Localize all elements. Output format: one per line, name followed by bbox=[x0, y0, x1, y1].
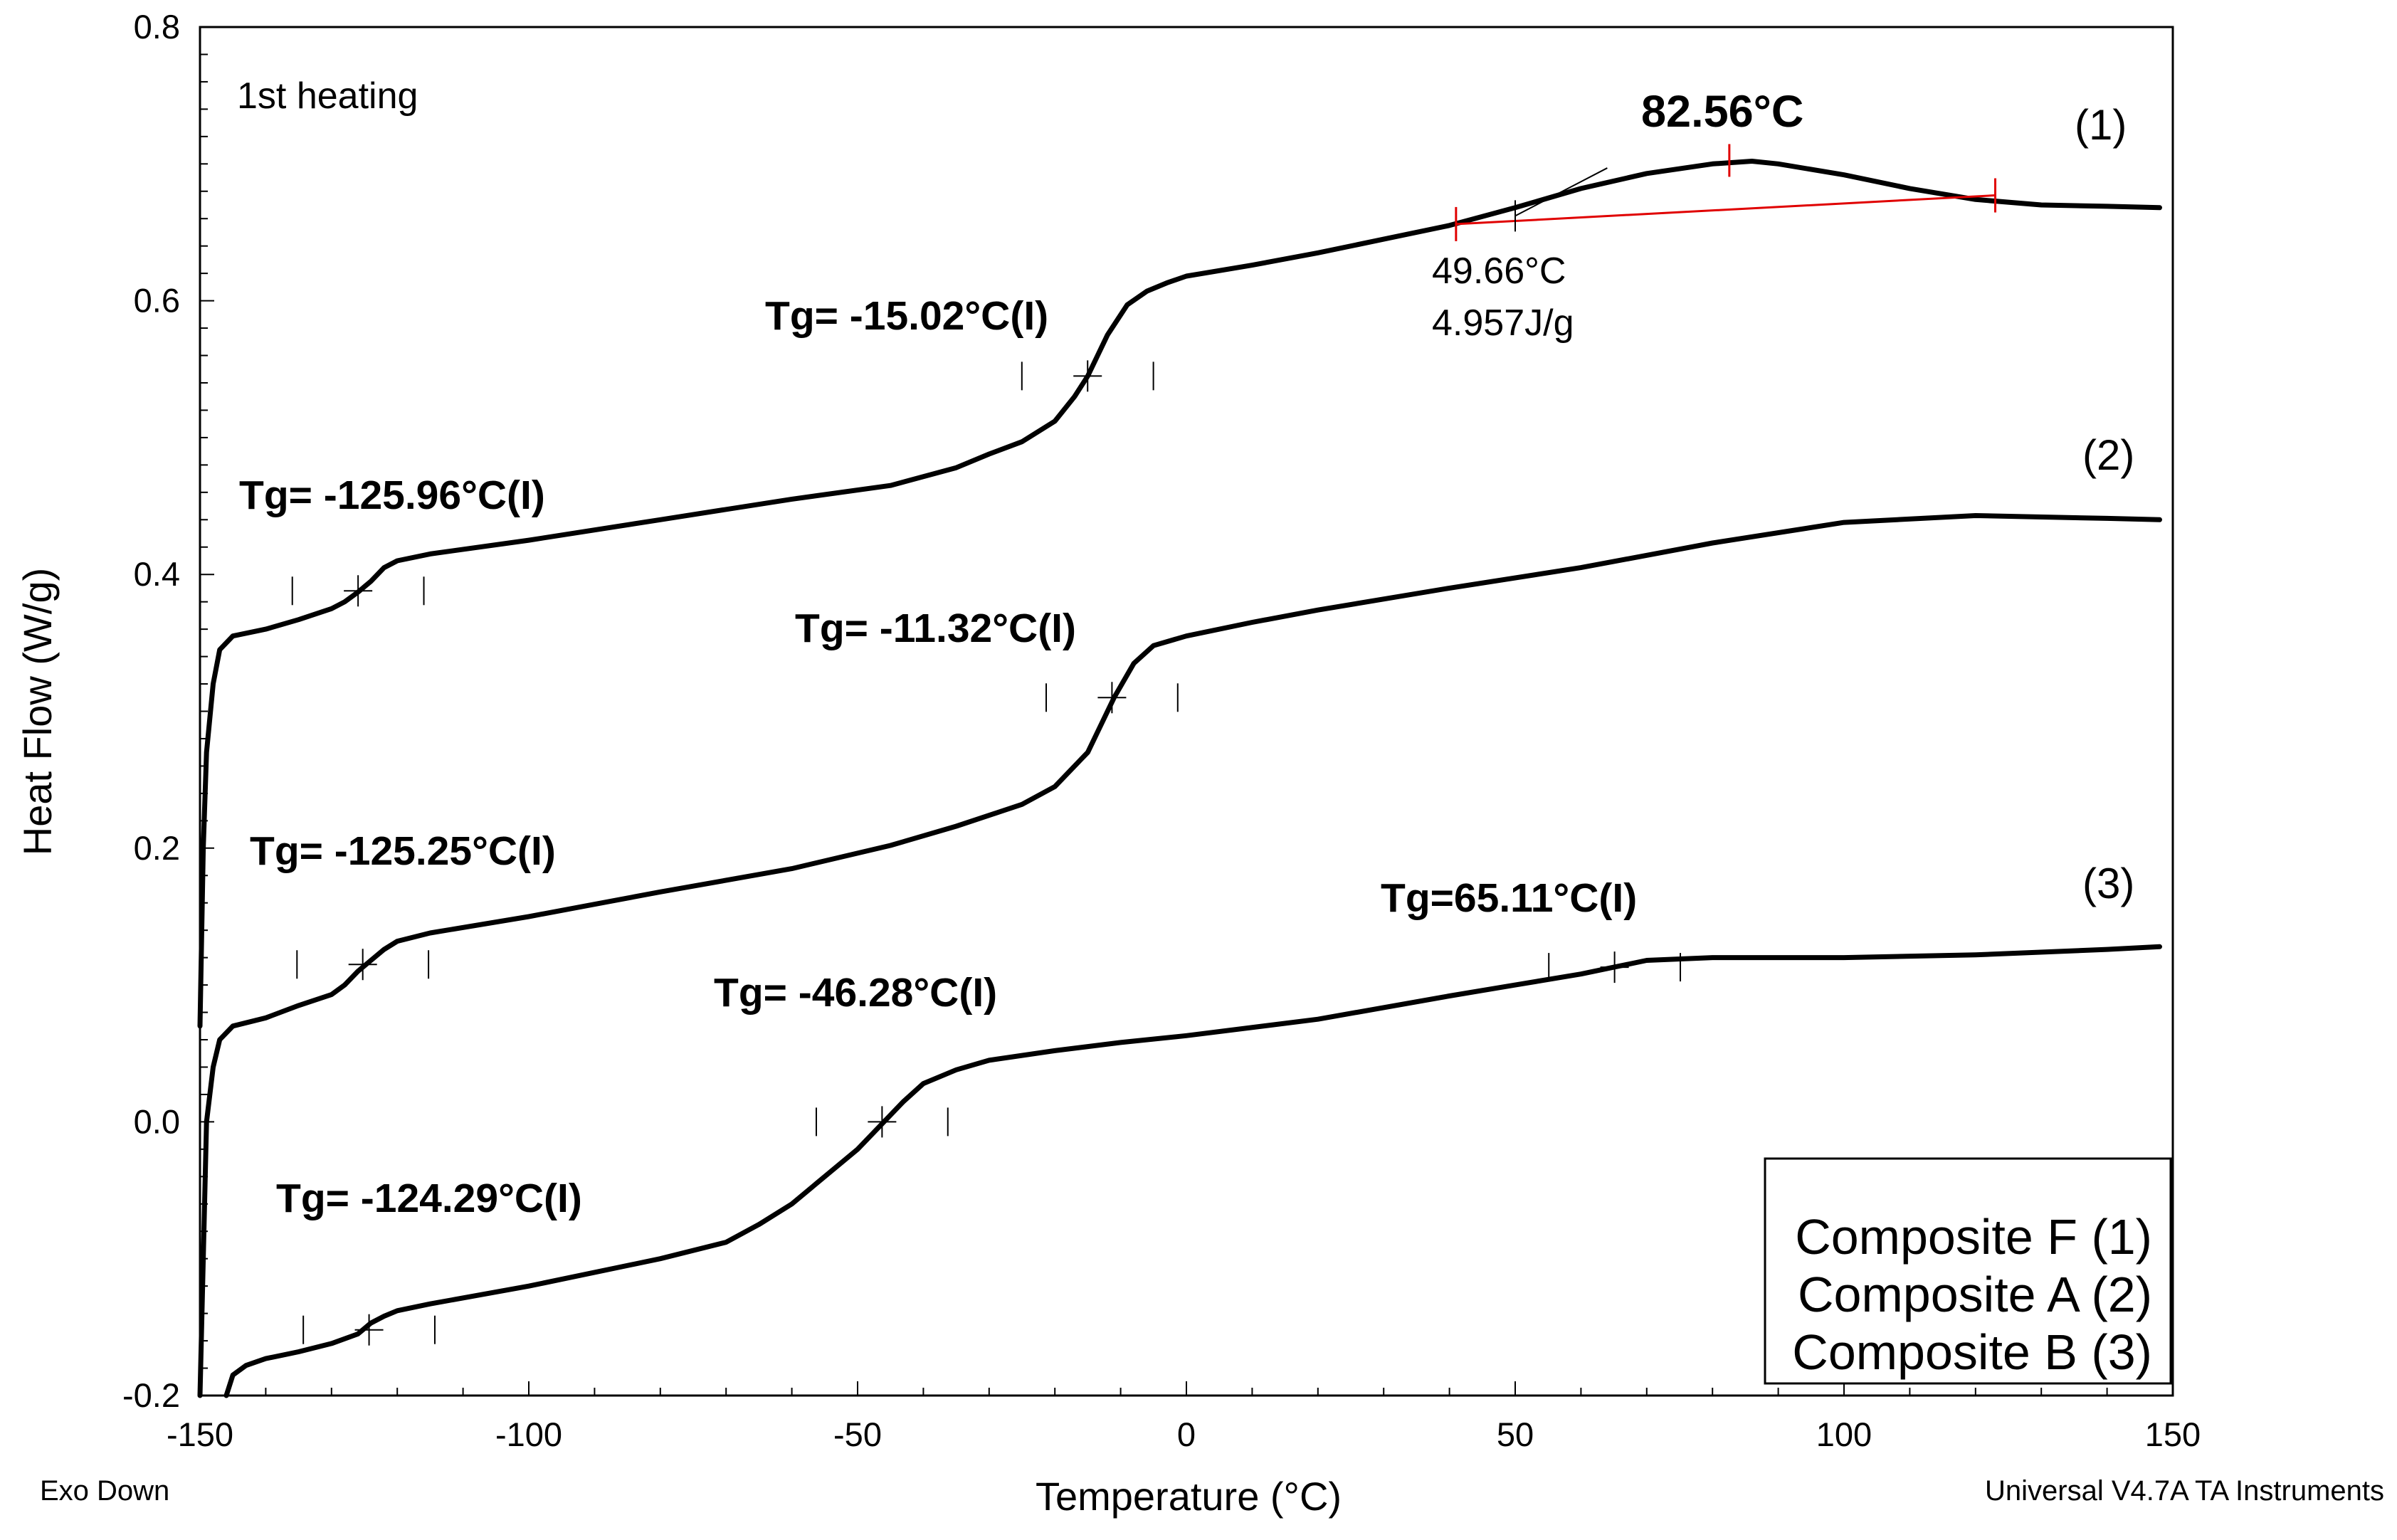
y-tick-label: 0.6 bbox=[134, 282, 180, 320]
series-line-2 bbox=[197, 513, 2162, 1398]
x-tick-label: 50 bbox=[1497, 1415, 1534, 1453]
y-tick-label: 0.2 bbox=[134, 829, 180, 867]
tg-label: Tg= -15.02°C(I) bbox=[765, 293, 1048, 339]
heating-label: 1st heating bbox=[237, 75, 418, 117]
peak-onset-label: 49.66°C bbox=[1432, 250, 1566, 292]
tg-label: Tg=65.11°C(I) bbox=[1381, 875, 1637, 921]
legend-entry: Composite B (3) bbox=[1792, 1324, 2152, 1380]
peak-temperature-label: 82.56°C bbox=[1641, 87, 1803, 137]
curve-label-3: (3) bbox=[2082, 860, 2134, 907]
tg-label: Tg= -124.29°C(I) bbox=[276, 1176, 582, 1221]
x-tick-label: 150 bbox=[2145, 1415, 2201, 1453]
curve-label-1: (1) bbox=[2075, 101, 2127, 149]
y-tick-label: 0.4 bbox=[134, 555, 180, 593]
y-tick-label: 0.0 bbox=[134, 1102, 180, 1140]
peak-enthalpy-label: 4.957J/g bbox=[1432, 302, 1574, 344]
legend-entry: Composite F (1) bbox=[1795, 1209, 2152, 1265]
tg-label: Tg= -46.28°C(I) bbox=[714, 970, 997, 1016]
y-tick-label: -0.2 bbox=[122, 1376, 180, 1414]
y-tick-label: 0.8 bbox=[134, 8, 180, 46]
x-tick-label: -50 bbox=[833, 1415, 882, 1453]
axis-tick-labels: -150 -100 -50 0 50 100 150 -0.2 0.0 0.2 0.4 0.6 0.8 bbox=[122, 8, 2201, 1453]
exo-down-label: Exo Down bbox=[40, 1475, 169, 1507]
tg-label: Tg= -11.32°C(I) bbox=[795, 606, 1076, 651]
x-tick-label: 100 bbox=[1816, 1415, 1872, 1453]
legend-box bbox=[1764, 1157, 2172, 1385]
x-tick-label: -150 bbox=[167, 1415, 233, 1453]
legend-entry: Composite A (2) bbox=[1798, 1267, 2152, 1322]
x-tick-label: -100 bbox=[495, 1415, 562, 1453]
software-label: Universal V4.7A TA Instruments bbox=[1985, 1475, 2384, 1507]
tg-label: Tg= -125.25°C(I) bbox=[250, 828, 556, 874]
curve-label-2: (2) bbox=[2082, 431, 2134, 479]
tg-label: Tg= -125.96°C(I) bbox=[239, 473, 545, 518]
legend: Composite F (1) Composite A (2) Composit… bbox=[1764, 1157, 2172, 1385]
x-axis-title: Temperature (°C) bbox=[1036, 1474, 1342, 1519]
x-tick-label: 0 bbox=[1177, 1415, 1196, 1453]
peak-baseline-layer bbox=[1455, 144, 1997, 241]
peak-baseline bbox=[1455, 194, 1996, 226]
onset-tangent bbox=[1514, 167, 1608, 217]
tg-annotations: Tg= -15.02°C(I) Tg= -125.96°C(I) Tg= -11.3… bbox=[239, 293, 1682, 1346]
series-line-1 bbox=[197, 159, 2162, 1029]
y-axis-title: Heat Flow (W/g) bbox=[15, 568, 60, 856]
